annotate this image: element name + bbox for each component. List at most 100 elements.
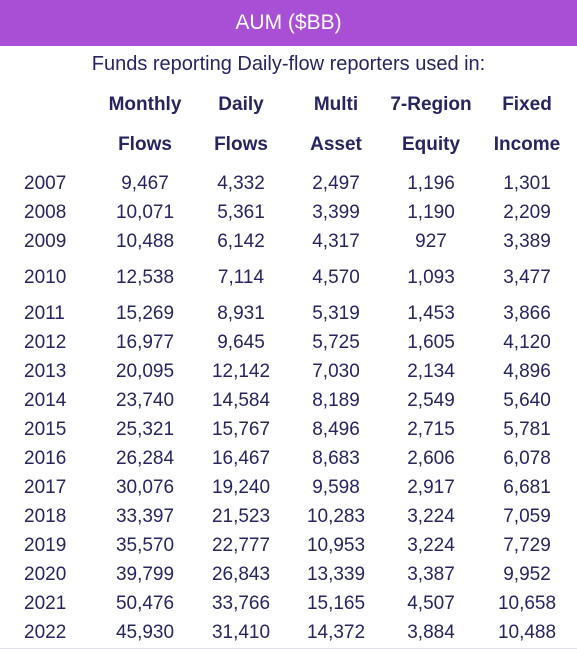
column-header-line2: Flows — [118, 134, 172, 155]
row-year-label: 2015 — [24, 419, 67, 440]
table-cell: 3,389 — [503, 231, 551, 252]
table-cell: 2,606 — [407, 448, 455, 469]
table-cell: 3,399 — [312, 202, 360, 223]
table-cell: 33,397 — [115, 506, 175, 527]
column-header-line2: Equity — [401, 134, 461, 155]
table-cell: 6,681 — [503, 477, 551, 498]
table-cell: 2,497 — [312, 173, 360, 194]
row-year-label: 2020 — [24, 564, 67, 585]
table-cell: 10,488 — [115, 231, 175, 252]
row-year-label: 2009 — [24, 231, 67, 252]
column-header-line2: Asset — [310, 134, 362, 155]
table-cell: 8,496 — [312, 419, 360, 440]
table-cell: 50,476 — [115, 593, 175, 614]
table-cell: 14,584 — [211, 390, 271, 411]
table-cell: 25,321 — [115, 419, 175, 440]
table-cell: 1,301 — [503, 173, 551, 194]
table-cell: 31,410 — [211, 622, 271, 643]
column-header-line2: Flows — [214, 134, 268, 155]
row-year-label: 2013 — [24, 361, 67, 382]
table-cell: 15,165 — [306, 593, 366, 614]
row-year-label: 2011 — [24, 303, 65, 324]
table-cell: 9,645 — [217, 332, 265, 353]
table-cell: 23,740 — [115, 390, 175, 411]
table-cell: 4,317 — [312, 231, 360, 252]
row-year-label: 2018 — [24, 506, 67, 527]
row-year-label: 2008 — [24, 202, 67, 223]
table-cell: 14,372 — [306, 622, 366, 643]
table-cell: 3,387 — [407, 564, 455, 585]
table-cell: 2,134 — [407, 361, 455, 382]
table-cell: 5,640 — [503, 390, 551, 411]
table-cell: 1,605 — [407, 332, 455, 353]
row-year-label: 2021 — [24, 593, 67, 614]
table-cell: 8,189 — [312, 390, 360, 411]
title-bar: AUM ($BB) — [0, 0, 577, 46]
table-cell: 33,766 — [211, 593, 271, 614]
row-year-label: 2010 — [24, 267, 67, 288]
column-header-line1: Fixed — [502, 94, 552, 115]
table-cell: 1,093 — [407, 267, 455, 288]
table-cell: 9,467 — [121, 173, 169, 194]
row-year-label: 2022 — [24, 622, 67, 643]
row-year-label: 2019 — [24, 535, 67, 556]
row-year-label: 2014 — [24, 390, 67, 411]
table-cell: 20,095 — [115, 361, 175, 382]
table-cell: 15,269 — [115, 303, 175, 324]
table-cell: 5,725 — [312, 332, 360, 353]
table-cell: 7,030 — [312, 361, 360, 382]
row-year-label: 2016 — [24, 448, 67, 469]
table-cell: 4,896 — [503, 361, 551, 382]
table-cell: 927 — [415, 231, 447, 252]
table-cell: 2,209 — [503, 202, 551, 223]
table-cell: 4,570 — [312, 267, 360, 288]
table-cell: 35,570 — [115, 535, 175, 556]
table-cell: 3,884 — [407, 622, 455, 643]
table-cell: 1,196 — [407, 173, 455, 194]
table-subtitle: Funds reporting Daily-flow reporters use… — [91, 53, 486, 75]
table-cell: 10,953 — [306, 535, 366, 556]
table-cell: 19,240 — [211, 477, 271, 498]
table-cell: 7,114 — [217, 267, 265, 288]
table-cell: 12,142 — [211, 361, 271, 382]
row-year-label: 2007 — [24, 173, 67, 194]
table-cell: 4,507 — [407, 593, 455, 614]
table-cell: 3,477 — [503, 267, 551, 288]
table-cell: 8,683 — [312, 448, 360, 469]
table-cell: 16,977 — [115, 332, 175, 353]
table-cell: 10,071 — [115, 202, 175, 223]
table-cell: 9,598 — [312, 477, 360, 498]
table-cell: 3,224 — [407, 535, 455, 556]
column-header-line1: 7-Region — [390, 94, 472, 115]
table-cell: 6,078 — [503, 448, 551, 469]
row-year-label: 2017 — [24, 477, 67, 498]
table-cell: 4,332 — [217, 173, 265, 194]
row-year-label: 2012 — [24, 332, 67, 353]
table-cell: 3,866 — [503, 303, 551, 324]
table-cell: 3,224 — [407, 506, 455, 527]
table-cell: 12,538 — [115, 267, 175, 288]
table-cell: 16,467 — [211, 448, 271, 469]
bottom-divider — [0, 648, 577, 649]
table-cell: 13,339 — [306, 564, 366, 585]
table-cell: 5,319 — [312, 303, 360, 324]
table-cell: 2,917 — [407, 477, 455, 498]
table-cell: 26,284 — [115, 448, 175, 469]
table-cell: 22,777 — [211, 535, 271, 556]
table-cell: 5,781 — [503, 419, 551, 440]
table-cell: 1,453 — [407, 303, 455, 324]
table-cell: 15,767 — [211, 419, 271, 440]
table-cell: 6,142 — [217, 231, 265, 252]
table-cell: 5,361 — [217, 202, 265, 223]
table-cell: 9,952 — [503, 564, 551, 585]
table-cell: 7,059 — [503, 506, 551, 527]
table-cell: 26,843 — [211, 564, 271, 585]
table-cell: 30,076 — [115, 477, 175, 498]
table-cell: 7,729 — [503, 535, 551, 556]
table-cell: 8,931 — [217, 303, 265, 324]
table-cell: 1,190 — [407, 202, 455, 223]
column-header-line2: Income — [493, 134, 561, 155]
table-cell: 4,120 — [503, 332, 551, 353]
column-header-line1: Daily — [218, 94, 264, 115]
table-cell: 45,930 — [115, 622, 175, 643]
